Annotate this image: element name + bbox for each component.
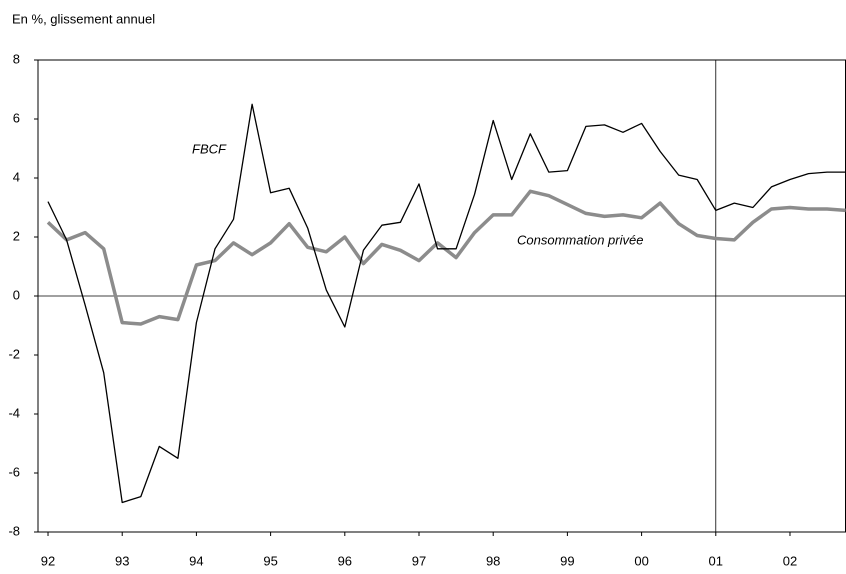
x-tick-label: 95 (263, 553, 277, 568)
x-tick-label: 97 (412, 553, 426, 568)
x-tick-label: 93 (115, 553, 129, 568)
x-tick-label: 96 (338, 553, 352, 568)
x-tick-label: 92 (41, 553, 55, 568)
x-tick-label: 94 (189, 553, 203, 568)
y-tick-label: 6 (13, 110, 20, 125)
y-tick-label: -2 (8, 346, 20, 361)
series-line (47, 103, 846, 504)
y-tick-label: 0 (13, 287, 20, 302)
series-label: Consommation privée (517, 232, 643, 247)
x-tick-label: 01 (709, 553, 723, 568)
x-tick-label: 02 (783, 553, 797, 568)
y-tick-label: 8 (13, 51, 20, 66)
y-tick-label: -4 (8, 405, 20, 420)
chart-subtitle: En %, glissement annuel (12, 11, 155, 26)
y-tick-label: -6 (8, 464, 20, 479)
series-label: FBCF (192, 141, 227, 156)
y-tick-label: 2 (13, 228, 20, 243)
y-tick-label: -8 (8, 523, 20, 538)
x-tick-label: 00 (634, 553, 648, 568)
x-tick-label: 98 (486, 553, 500, 568)
y-tick-label: 4 (13, 169, 20, 184)
series-line (46, 189, 846, 326)
x-tick-label: 99 (560, 553, 574, 568)
